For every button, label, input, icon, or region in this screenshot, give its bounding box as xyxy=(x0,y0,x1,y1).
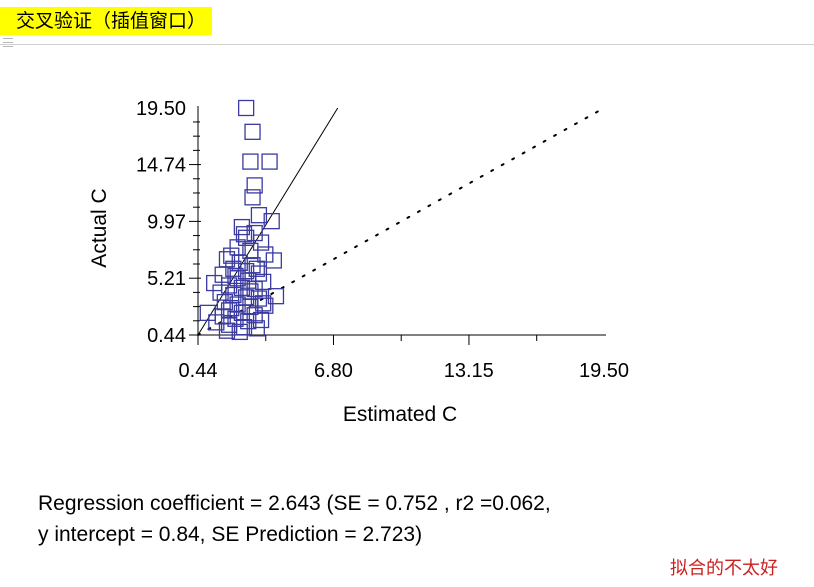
regression-line xyxy=(197,107,339,336)
data-point xyxy=(227,267,244,285)
x-tick-label: 13.15 xyxy=(444,360,494,382)
x-tick-label: 0.44 xyxy=(179,360,218,382)
data-point xyxy=(235,318,253,336)
y-tick-label: 0.44 xyxy=(147,325,186,347)
data-point xyxy=(223,299,240,317)
data-point xyxy=(261,153,278,170)
data-point xyxy=(244,123,261,140)
data-point xyxy=(231,323,248,341)
data-point xyxy=(216,293,233,311)
data-point xyxy=(252,311,270,329)
y-tick-label: 5.21 xyxy=(147,268,186,290)
data-point xyxy=(257,246,274,263)
data-point xyxy=(246,224,263,242)
y-axis-title: Actual C xyxy=(88,188,111,267)
window-title: 交叉验证（插值窗口） xyxy=(0,7,213,35)
data-point xyxy=(218,322,236,339)
axes-group xyxy=(189,106,606,345)
data-point xyxy=(220,302,238,319)
title-divider xyxy=(0,44,814,45)
data-point xyxy=(248,320,265,337)
data-point xyxy=(229,296,246,313)
reference-lines xyxy=(197,107,605,336)
data-point xyxy=(206,274,223,292)
data-point xyxy=(233,304,251,321)
x-tick-label: 6.80 xyxy=(314,360,353,382)
data-point xyxy=(235,226,253,243)
data-points xyxy=(199,99,285,341)
y-tick-label: 9.97 xyxy=(147,212,186,234)
y-tick-label: 14.74 xyxy=(136,155,186,177)
scatter-chart: 0.44 6.80 13.15 19.5019.5014.749.975.210.44… xyxy=(88,98,629,426)
drag-handle-icon[interactable] xyxy=(3,38,13,52)
data-point xyxy=(263,212,280,230)
data-point xyxy=(246,307,263,324)
data-point xyxy=(265,252,282,269)
x-tick-label: 19.50 xyxy=(579,360,629,382)
data-point xyxy=(244,189,261,206)
regression-summary-line-1: Regression coefficient = 2.643 (SE = 0.7… xyxy=(38,492,551,515)
data-point xyxy=(252,234,270,251)
data-point xyxy=(212,284,229,301)
data-point xyxy=(223,247,240,264)
data-point xyxy=(208,314,225,331)
data-point xyxy=(257,297,274,314)
data-point xyxy=(199,304,216,321)
data-point xyxy=(246,280,263,298)
data-point xyxy=(227,310,244,327)
data-point xyxy=(242,153,259,170)
data-point xyxy=(237,99,255,117)
data-point xyxy=(246,177,263,194)
data-point xyxy=(250,207,268,224)
y-tick-label: 19.50 xyxy=(136,98,186,120)
data-point xyxy=(242,283,259,300)
x-axis-title: Estimated C xyxy=(343,403,457,426)
tick-labels: 0.44 6.80 13.15 19.50 19.50 14.74 9.97 5.21 0.44 xyxy=(136,98,629,382)
regression-summary-line-2: y intercept = 0.84, SE Prediction = 2.72… xyxy=(38,523,423,546)
regression-summary: Regression coefficient = 2.643 (SE = 0.7… xyxy=(38,488,551,550)
data-point xyxy=(255,295,272,312)
fit-comment: 拟合的不太好 xyxy=(670,558,778,579)
reference-line xyxy=(197,107,605,336)
data-point xyxy=(248,260,265,277)
